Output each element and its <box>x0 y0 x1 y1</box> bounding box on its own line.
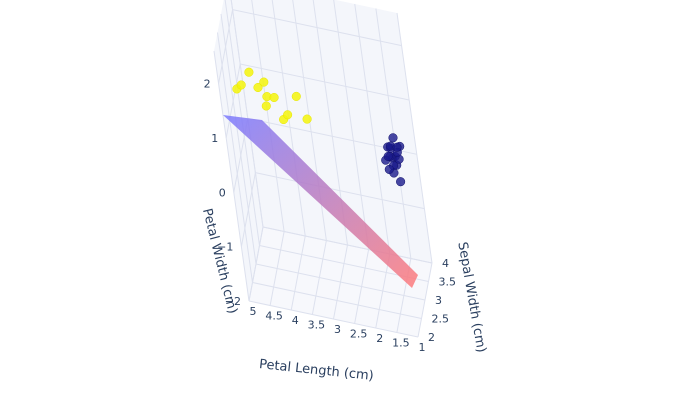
grid-z <box>232 9 402 47</box>
x-tick-label: 4 <box>292 314 299 327</box>
grid-z <box>240 172 256 247</box>
x-tick-label: 3 <box>334 323 341 336</box>
x-tick-label: 1.5 <box>392 337 410 350</box>
grid-x <box>396 12 433 264</box>
grid-y <box>220 13 257 265</box>
grid-x <box>333 0 370 250</box>
z-tick-label: −1 <box>217 241 233 254</box>
point-series-0[interactable] <box>269 92 279 103</box>
point-series-0[interactable] <box>259 77 269 87</box>
z-tick-label: 2 <box>204 78 211 91</box>
grid-y <box>252 282 422 319</box>
point-series-0[interactable] <box>283 110 293 120</box>
point-series-1[interactable] <box>384 164 394 174</box>
point-series-1[interactable] <box>388 133 398 143</box>
y-axis-title: Sepal Width (cm) <box>454 241 488 354</box>
plane-surface <box>223 115 418 288</box>
grid-y <box>217 32 253 283</box>
x-axis-title: Petal Length (cm) <box>258 357 374 384</box>
z-tick-label: 1 <box>211 132 218 145</box>
x-tick-label: 2.5 <box>350 328 368 341</box>
point-series-0[interactable] <box>302 114 312 124</box>
grid-y <box>255 263 426 301</box>
point-series-0[interactable] <box>291 91 301 101</box>
z-tick-label: 0 <box>219 186 226 199</box>
point-series-1[interactable] <box>383 151 393 161</box>
grid-y <box>213 50 250 302</box>
grid-z <box>240 63 410 101</box>
x-tick-label: 4.5 <box>265 310 283 323</box>
grid-z <box>248 226 264 302</box>
x-tick-label: 3.5 <box>308 319 326 332</box>
point-series-1[interactable] <box>396 177 406 187</box>
grid-z <box>218 9 234 84</box>
z-tick-label: −2 <box>225 295 241 308</box>
x-tick-label: 2 <box>376 332 383 345</box>
z-axis-title: Petal Width (cm) <box>199 207 240 315</box>
grid-z <box>255 172 425 210</box>
data-points[interactable] <box>232 67 406 187</box>
grid-z <box>262 226 433 264</box>
grid-y <box>248 300 419 338</box>
point-series-0[interactable] <box>253 82 263 93</box>
point-series-0[interactable] <box>244 67 254 77</box>
decision-plane <box>223 115 418 288</box>
grid-z <box>225 63 241 139</box>
point-series-0[interactable] <box>261 101 271 111</box>
y-tick-label: 2 <box>428 331 435 344</box>
x-tick-label: 1 <box>419 341 426 354</box>
y-tick-label: 2.5 <box>432 313 450 326</box>
y-tick-label: 4 <box>442 257 449 270</box>
y-tick-label: 3 <box>435 294 442 307</box>
x-tick-label: 5 <box>250 305 257 318</box>
grid-y <box>230 0 264 228</box>
y-tick-label: 3.5 <box>439 276 457 289</box>
point-series-0[interactable] <box>236 80 246 90</box>
point-series-1[interactable] <box>392 142 402 152</box>
grid-x <box>354 3 391 255</box>
